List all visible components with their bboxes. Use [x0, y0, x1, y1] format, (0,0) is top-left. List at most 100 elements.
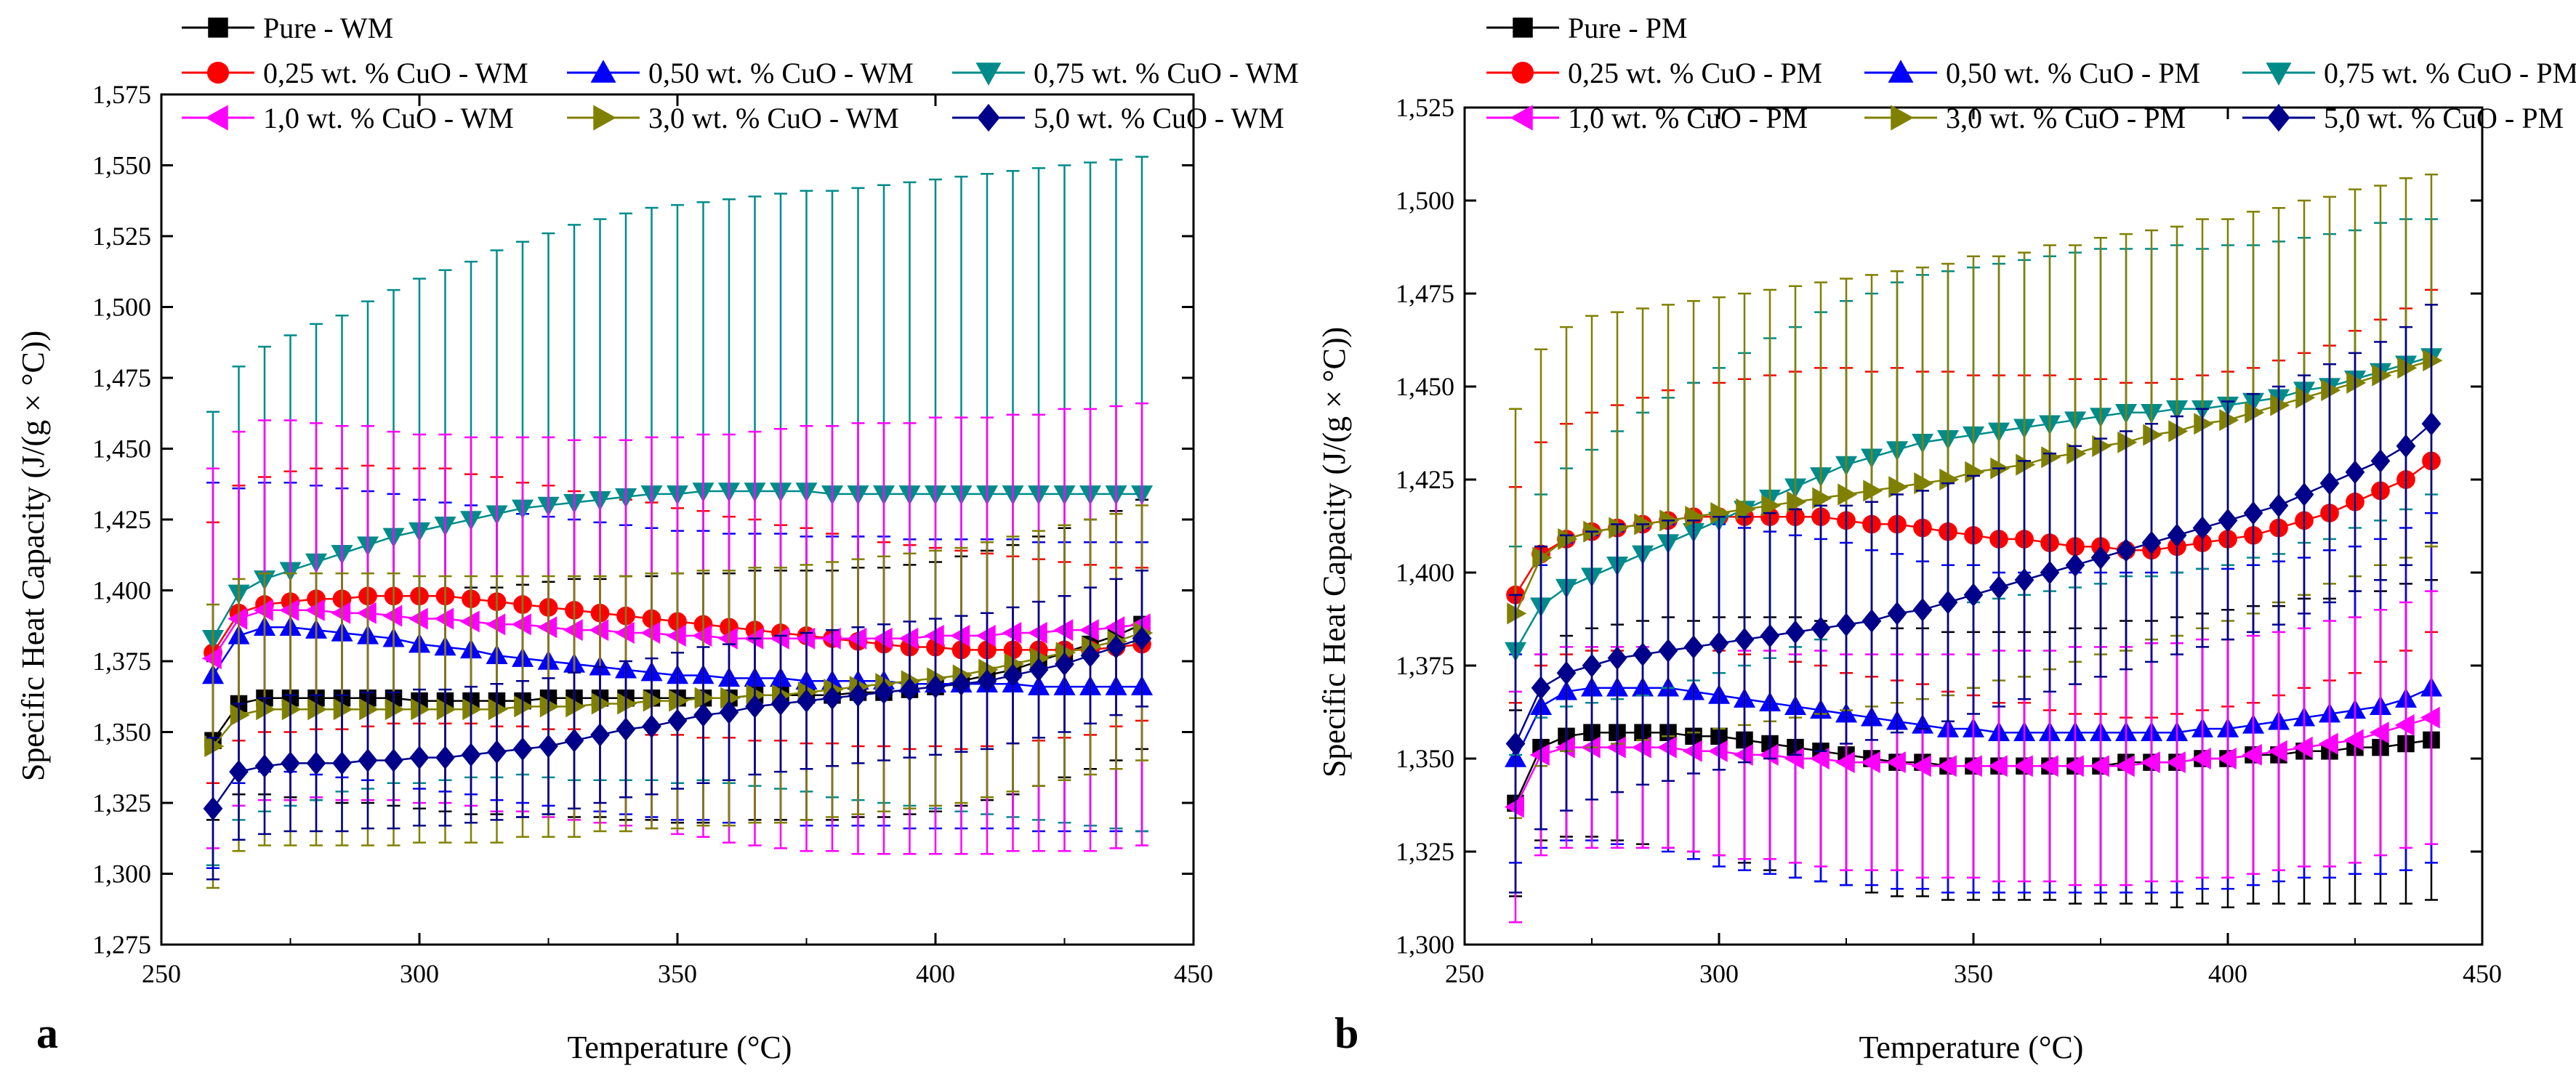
data-point [537, 616, 558, 639]
data-point [1707, 740, 1728, 762]
data-point [2267, 740, 2287, 762]
legend-label: 3,0 wt. % CuO - PM [1946, 102, 2186, 134]
data-point [435, 745, 455, 769]
data-point [1888, 476, 1909, 498]
data-point [1080, 643, 1100, 668]
data-point [2219, 409, 2239, 432]
data-point [950, 624, 970, 647]
data-point [640, 621, 661, 644]
legend-label: 0,50 wt. % CuO - WM [648, 57, 914, 89]
panel-label-a: a [36, 1009, 58, 1057]
x-tick-label-a: 250 [142, 959, 181, 988]
data-point [2140, 751, 2160, 774]
data-point [1911, 755, 1931, 777]
data-point [281, 751, 300, 775]
data-point [1555, 736, 1575, 759]
data-point [1633, 642, 1653, 666]
y-tick-label-a: 1,350 [92, 718, 151, 747]
data-point [512, 737, 533, 761]
data-point [385, 698, 405, 721]
data-point [256, 698, 276, 721]
data-point [228, 607, 248, 630]
series-a-6 [203, 569, 1152, 881]
data-point [1002, 621, 1022, 644]
x-tick-label-a: 350 [658, 959, 697, 988]
data-point [1657, 736, 1677, 759]
legend-marker [593, 105, 616, 131]
data-point [1938, 590, 1958, 615]
data-point [487, 740, 507, 764]
data-point [2245, 401, 2265, 424]
data-point [1787, 490, 1807, 513]
legend-label: 0,25 wt. % CuO - WM [263, 57, 528, 89]
legend-marker [590, 60, 616, 83]
data-point [1939, 468, 1960, 490]
legend-marker [975, 62, 1002, 86]
y-tick-label-a: 1,400 [92, 576, 151, 605]
data-point [1734, 627, 1755, 652]
y-tick-label-a: 1,450 [92, 435, 151, 464]
data-point [977, 669, 997, 693]
data-point [539, 734, 558, 759]
data-point [331, 602, 351, 624]
data-point [1105, 616, 1125, 639]
data-point [1609, 517, 1629, 539]
data-point [1532, 546, 1553, 569]
data-point [1029, 658, 1049, 682]
data-point [1860, 751, 1880, 774]
data-point [1885, 751, 1906, 774]
data-point [2141, 530, 2162, 555]
data-point [2114, 755, 2135, 777]
legend-label: 5,0 wt. % CuO - PM [2324, 102, 2564, 134]
data-point [1912, 597, 1933, 622]
data-point [2065, 553, 2085, 578]
data-point [488, 698, 508, 721]
data-point [359, 698, 379, 721]
legend-label: 0,50 wt. % CuO - PM [1946, 57, 2200, 89]
data-point [1556, 660, 1577, 685]
data-point [1606, 736, 1626, 759]
data-point [643, 690, 663, 712]
y-axis-title-a: Specific Heat Capacity (J/(g × °C)) [15, 331, 51, 781]
data-point [1079, 619, 1099, 642]
data-point [614, 621, 635, 644]
data-point [2014, 567, 2034, 592]
data-point [2194, 413, 2214, 435]
data-point [666, 624, 686, 647]
data-point [1132, 626, 1152, 651]
y-tick-label-b: 1,425 [1396, 465, 1454, 494]
legend-a: Pure - WM 0,25 wt. % CuO - WM 0,50 wt. % C… [182, 12, 1299, 134]
panel-a: Specific Heat Capacity (J/(g × °C)) Temp… [15, 12, 1299, 1065]
data-point [770, 692, 791, 716]
y-tick-label-a: 1,550 [92, 151, 151, 180]
data-point [306, 751, 326, 775]
data-point [281, 698, 302, 721]
data-point [1962, 755, 1982, 777]
data-point [617, 692, 637, 715]
data-point [1558, 528, 1578, 550]
data-point [2038, 755, 2058, 777]
data-point [201, 647, 222, 670]
legend-marker [1888, 60, 1914, 83]
data-point [564, 728, 584, 753]
data-point [1504, 796, 1524, 818]
data-point [1053, 619, 1074, 642]
y-axis-title-b: Specific Heat Capacity (J/(g × °C)) [1316, 327, 1352, 777]
y-tick-label-b: 1,525 [1396, 93, 1454, 122]
legend-label: 3,0 wt. % CuO - WM [648, 102, 899, 134]
legend-marker [2267, 103, 2290, 132]
data-point [1811, 616, 1831, 641]
data-point [797, 689, 816, 713]
data-point [925, 674, 946, 699]
data-point [2016, 453, 2036, 476]
data-point [382, 605, 403, 627]
data-point [1838, 483, 1858, 506]
legend-marker [206, 61, 230, 84]
data-point [1785, 620, 1806, 644]
data-point [1987, 755, 2008, 777]
data-point [642, 714, 661, 738]
data-point [2421, 411, 2442, 436]
data-point [1106, 635, 1126, 659]
data-point [2318, 732, 2338, 755]
data-point [1529, 743, 1550, 766]
